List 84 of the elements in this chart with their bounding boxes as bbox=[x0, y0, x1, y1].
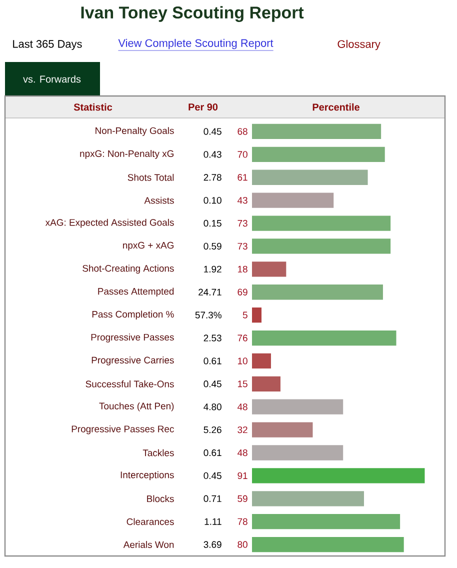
y-tick-label: Shots Total bbox=[128, 174, 174, 181]
y-tick-label: xAG: Expected Assisted Goals bbox=[45, 218, 174, 228]
bar bbox=[252, 376, 280, 392]
data-label: 70 bbox=[238, 151, 248, 158]
y-tick-label: Touches (Att Pen) bbox=[99, 402, 174, 412]
data-label: 73 bbox=[238, 220, 248, 227]
bar bbox=[252, 124, 382, 140]
text: vs. Forwards bbox=[23, 75, 81, 83]
bar bbox=[252, 307, 262, 323]
y-tick-label: Interceptions bbox=[120, 471, 174, 480]
text: Glossary bbox=[338, 40, 380, 50]
text: 3.69 bbox=[204, 541, 222, 548]
y-tick-label: Shot-Creating Actions bbox=[82, 264, 174, 274]
data-label: 78 bbox=[238, 518, 248, 525]
text: 0.45 bbox=[204, 472, 222, 480]
y-tick-label: Assists bbox=[144, 196, 174, 204]
text: 2.78 bbox=[204, 174, 222, 181]
bar bbox=[252, 536, 404, 552]
y-tick-label: Progressive Passes Rec bbox=[72, 425, 174, 434]
y-tick-label: Clearances bbox=[126, 518, 174, 526]
y-tick-label: Passes Attempted bbox=[98, 288, 174, 297]
chart-title: Ivan Toney Scouting Report bbox=[81, 6, 304, 22]
text: 0.59 bbox=[204, 242, 222, 250]
bar bbox=[252, 284, 383, 300]
text: View Complete Scouting Report bbox=[118, 38, 274, 50]
bar bbox=[252, 216, 391, 231]
data-label: 68 bbox=[238, 128, 248, 135]
text: Per 90 bbox=[188, 103, 218, 111]
text: 0.10 bbox=[204, 196, 222, 204]
data-label: 61 bbox=[238, 174, 248, 181]
text: 1.92 bbox=[204, 266, 222, 273]
bar bbox=[252, 170, 368, 185]
y-tick-label: Progressive Passes bbox=[91, 334, 174, 342]
y-tick-label: npxG: Non-Penalty xG bbox=[80, 150, 174, 159]
text: 0.43 bbox=[204, 151, 222, 158]
text: 1.11 bbox=[204, 518, 222, 525]
data-label: 91 bbox=[238, 472, 248, 480]
y-tick-label: Successful Take-Ons bbox=[86, 380, 174, 388]
y-tick-label: Tackles bbox=[142, 449, 174, 456]
bar bbox=[252, 353, 271, 369]
text: 0.61 bbox=[204, 358, 222, 364]
data-label: 76 bbox=[238, 334, 248, 342]
text: 24.71 bbox=[198, 288, 222, 296]
data-label: 73 bbox=[238, 242, 248, 250]
y-tick-label: Non-Penalty Goals bbox=[96, 127, 174, 136]
bar bbox=[252, 445, 344, 460]
y-tick-label: Pass Completion % bbox=[92, 310, 174, 320]
text: 0.15 bbox=[204, 220, 222, 227]
y-tick-label: npxG + xAG bbox=[123, 242, 174, 251]
text: 0.45 bbox=[204, 380, 222, 388]
bar bbox=[252, 468, 425, 484]
data-label: 10 bbox=[238, 358, 248, 364]
data-label: 59 bbox=[238, 495, 248, 502]
bar bbox=[252, 514, 400, 530]
y-tick-label: Progressive Carries bbox=[92, 356, 174, 366]
data-label: 5 bbox=[242, 312, 248, 318]
data-label: 43 bbox=[237, 196, 248, 204]
bar bbox=[252, 399, 344, 414]
text: 57.3% bbox=[195, 312, 222, 318]
bar bbox=[252, 238, 391, 254]
y-tick-label: Aerials Won bbox=[123, 541, 174, 548]
bar bbox=[252, 146, 385, 162]
y-tick-label: Blocks bbox=[147, 495, 174, 502]
bar bbox=[252, 330, 396, 346]
text: 0.61 bbox=[204, 449, 222, 456]
text: 0.45 bbox=[204, 128, 222, 135]
data-label: 69 bbox=[238, 288, 248, 296]
text: 4.80 bbox=[204, 404, 222, 410]
data-label: 80 bbox=[238, 541, 248, 548]
text: 2.53 bbox=[204, 334, 222, 342]
bar bbox=[252, 422, 313, 438]
data-label: 15 bbox=[238, 380, 248, 388]
text: 5.26 bbox=[204, 426, 222, 434]
data-label: 18 bbox=[238, 266, 248, 273]
bar bbox=[252, 491, 364, 506]
text: Percentile bbox=[312, 103, 360, 111]
data-label: 32 bbox=[238, 426, 248, 434]
text: Last 365 Days bbox=[13, 40, 82, 50]
text: Statistic bbox=[74, 103, 112, 111]
bar bbox=[252, 262, 286, 277]
text: 0.71 bbox=[204, 495, 222, 502]
data-label: 48 bbox=[237, 404, 248, 410]
bar bbox=[252, 192, 334, 208]
data-label: 48 bbox=[237, 449, 248, 456]
